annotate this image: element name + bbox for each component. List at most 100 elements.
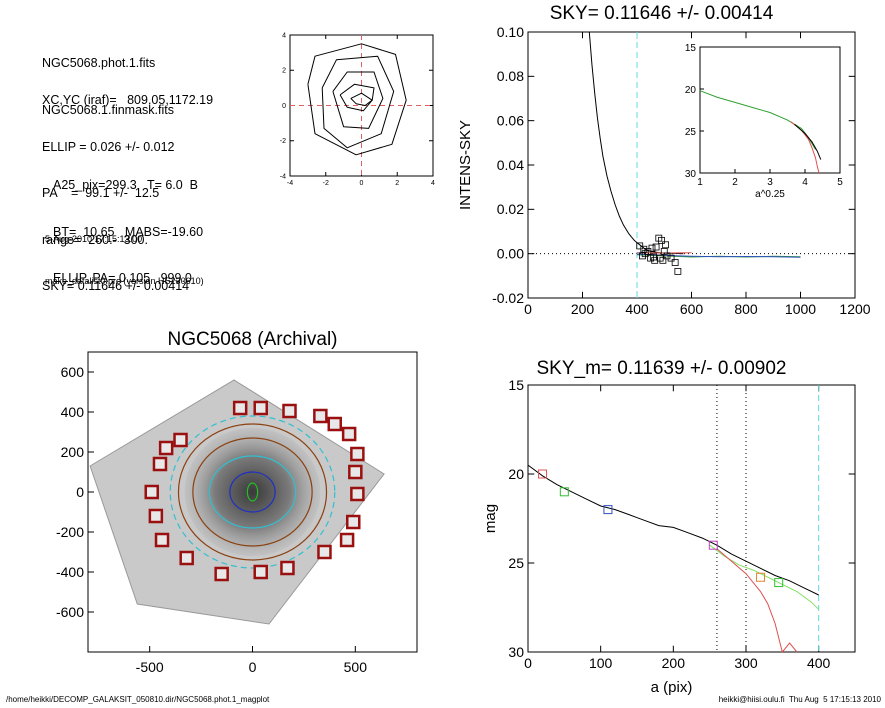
isophote-ellipse xyxy=(169,415,336,569)
inset-xlabel: a^0.25 xyxy=(755,189,785,200)
image-ytick-label: 400 xyxy=(61,404,85,420)
image-ytick-label: 200 xyxy=(61,444,85,460)
run-info: 5-Aug-2010 17:15:13.00 make_datalist0.pr… xyxy=(45,204,204,302)
sky-xtick-label: 1000 xyxy=(785,301,816,317)
inset-xtick-label: 5 xyxy=(837,177,843,188)
contour-ytick-label: 0 xyxy=(282,103,286,110)
image-xtick-label: 0 xyxy=(249,659,257,675)
inset-xtick-label: 2 xyxy=(732,177,738,188)
center-contour-plot: -4 -2 0 2 4 -4 -2 0 2 4 xyxy=(280,32,435,187)
sky-box-marker xyxy=(154,532,170,548)
contour-level xyxy=(307,43,407,156)
sky-profile-line xyxy=(588,31,684,255)
sky-ytick-label: 0.04 xyxy=(497,157,524,173)
contour-xtick-label: 4 xyxy=(431,180,435,187)
mag-profile-line xyxy=(527,464,819,596)
isophote-ellipse xyxy=(229,471,276,513)
sky-ytick-label: 0.06 xyxy=(497,113,524,129)
sky-xtick-label: 0 xyxy=(524,301,532,317)
derived-bt: BT= 10.65 MABS=-19.60 xyxy=(53,224,204,239)
contour-level xyxy=(339,83,375,112)
contour-xtick-label: 0 xyxy=(360,180,364,187)
image-ytick-label: -600 xyxy=(56,604,84,620)
inset-xtick-label: 4 xyxy=(802,177,808,188)
mag-marker xyxy=(774,578,784,588)
mag-xtick-label: 200 xyxy=(662,655,686,671)
sky-box-marker xyxy=(282,403,297,419)
footer-user: heikki@hiisi.oulu.fi Thu Aug 5 17:15:13 … xyxy=(718,695,881,704)
mag-marker xyxy=(559,487,569,497)
mag-marker xyxy=(708,540,718,550)
run-program: make_datalist0.pro (version HS230610) xyxy=(45,276,204,286)
sky-ytick-label: 0.00 xyxy=(497,246,524,262)
inset-ytick-label: 25 xyxy=(685,127,697,138)
sky-point xyxy=(662,241,670,249)
sky-point xyxy=(671,259,679,266)
sky-box-marker xyxy=(214,566,229,582)
sky-box-marker xyxy=(253,400,268,416)
sky-point xyxy=(658,236,665,244)
param-center: XC,YC (iraf)= 809.05,1172.19 xyxy=(42,93,214,107)
sky-point xyxy=(652,243,660,251)
mag-ytick-label: 25 xyxy=(508,555,524,571)
contour-ytick-label: -4 xyxy=(280,173,286,180)
mag-profile-title: SKY_m= 0.11639 +/- 0.00902 xyxy=(537,358,787,379)
param-pa: PA = 99.1 +/- 12.5 xyxy=(42,186,160,200)
inset-xtick-label: 1 xyxy=(697,177,703,188)
contour-xtick-label: 2 xyxy=(395,180,399,187)
galaxy-body xyxy=(184,428,321,556)
param-sky: SKY= 0.11646 +/- 0.00414 xyxy=(42,279,190,293)
contour-ytick-label: 2 xyxy=(282,68,286,75)
mag-xtick-label: 400 xyxy=(807,655,831,671)
sky-box-marker xyxy=(341,426,357,442)
sky-point xyxy=(667,254,675,262)
file-name-phot: NGC5068.phot.1.fits xyxy=(42,56,156,70)
mag-marker xyxy=(756,572,766,582)
param-range: range= 260.- 300. xyxy=(42,232,148,247)
sky-box-marker xyxy=(317,544,332,560)
sky-box-marker xyxy=(152,456,168,472)
sky-point xyxy=(663,252,671,260)
image-ytick-label: 600 xyxy=(61,364,85,380)
sky-box-marker xyxy=(158,440,174,456)
sky-ytick-label: -0.02 xyxy=(492,290,524,306)
sky-profile-plot: SKY= 0.11646 +/- 0.00414 0 200 400 600 800 100… xyxy=(457,3,871,317)
inset-ytick-label: 30 xyxy=(685,169,697,180)
file-name-mask: NGC5068.1.finmask.fits xyxy=(42,102,174,117)
isophote-ellipse xyxy=(246,482,259,502)
sky-xtick-label: 600 xyxy=(680,301,704,317)
contour-ytick-label: 4 xyxy=(282,32,286,39)
mag-frame xyxy=(527,384,856,653)
image-ytick-label: -200 xyxy=(56,524,84,540)
run-timestamp: 5-Aug-2010 17:15:13.00 xyxy=(45,234,143,244)
image-ytick-label: 0 xyxy=(76,484,84,500)
sky-box-marker xyxy=(350,486,365,502)
mag-red-line xyxy=(716,548,798,654)
image-ytick-label: -400 xyxy=(56,564,84,580)
derived-ellip-pa: ELLIP, PA= 0.105 999.0 xyxy=(53,271,192,285)
image-xtick-label: 500 xyxy=(344,659,368,675)
sky-box-marker xyxy=(253,564,268,580)
sky-xtick-label: 1200 xyxy=(839,301,870,317)
sky-ylabel: INTENS-SKY xyxy=(457,120,474,210)
mag-xtick-label: 0 xyxy=(524,655,532,671)
isophote-ellipse xyxy=(208,455,297,529)
mag-ylabel: mag xyxy=(482,504,499,533)
isophote-ellipse xyxy=(177,423,328,561)
contour-level xyxy=(350,92,373,106)
derived-a25: A25_pix=299.3 T= 6.0 B xyxy=(53,178,199,192)
param-ellip: ELLIP = 0.026 +/- 0.012 xyxy=(42,139,175,154)
sky-box-marker xyxy=(313,408,328,424)
contour-level xyxy=(332,71,384,129)
sky-ytick-label: 0.02 xyxy=(497,201,524,217)
sky-profile-title: SKY= 0.11646 +/- 0.00414 xyxy=(550,3,774,24)
mag-profile-plot: SKY_m= 0.11639 +/- 0.00902 0 100 200 300 400 1… xyxy=(482,358,856,696)
sky-point xyxy=(641,250,649,258)
sky-box-marker xyxy=(348,464,363,480)
sky-box-marker xyxy=(148,508,164,524)
mag-xlabel: a (pix) xyxy=(651,679,693,696)
sky-point xyxy=(648,244,656,252)
mag-ytick-label: 20 xyxy=(508,466,524,482)
contour-ytick-label: -2 xyxy=(280,138,286,145)
